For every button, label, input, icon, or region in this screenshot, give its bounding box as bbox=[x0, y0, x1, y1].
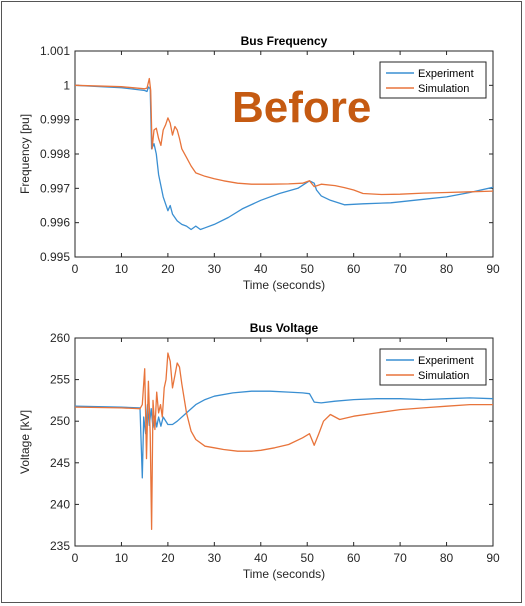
series-line-simulation bbox=[75, 77, 493, 196]
x-axis-label: Time (seconds) bbox=[243, 278, 325, 292]
y-tick-label: 0.998 bbox=[40, 147, 70, 161]
overlay-label: Before bbox=[232, 83, 372, 132]
legend-box bbox=[379, 348, 487, 386]
legend-box bbox=[379, 61, 487, 99]
x-tick-label: 50 bbox=[301, 262, 315, 276]
legend-label: Simulation bbox=[418, 83, 469, 95]
x-tick-label: 50 bbox=[301, 551, 315, 565]
x-tick-label: 70 bbox=[393, 262, 407, 276]
x-tick-label: 20 bbox=[161, 262, 175, 276]
y-tick-label: 245 bbox=[50, 456, 70, 470]
chart-0: 0 10 20 30 40 50 60 70 80 90 0.995 0.996 0.997 0.998 0… bbox=[18, 34, 500, 292]
x-tick-label: 20 bbox=[161, 551, 175, 565]
x-tick-label: 90 bbox=[486, 262, 500, 276]
series-line-experiment bbox=[75, 390, 493, 479]
legend: Experiment Simulation bbox=[379, 61, 487, 99]
x-tick-label: 60 bbox=[347, 262, 361, 276]
x-tick-label: 30 bbox=[208, 262, 222, 276]
chart-1: 0 10 20 30 40 50 60 70 80 90 235 240 245 250 255 260 Bus… bbox=[18, 321, 500, 581]
x-tick-label: 40 bbox=[254, 262, 268, 276]
y-tick-label: 1.001 bbox=[40, 44, 70, 58]
y-tick-label: 0.995 bbox=[40, 250, 70, 264]
y-tick-label: 250 bbox=[50, 414, 70, 428]
legend-label: Simulation bbox=[418, 370, 469, 382]
x-tick-label: 0 bbox=[72, 262, 79, 276]
x-tick-label: 40 bbox=[254, 551, 268, 565]
x-tick-label: 10 bbox=[115, 262, 129, 276]
x-axis-label: Time (seconds) bbox=[243, 567, 325, 581]
x-tick-label: 80 bbox=[440, 262, 454, 276]
y-tick-label: 240 bbox=[50, 497, 70, 511]
x-tick-label: 80 bbox=[440, 551, 454, 565]
y-tick-label: 0.999 bbox=[40, 113, 70, 127]
x-tick-label: 90 bbox=[486, 551, 500, 565]
series-line-simulation bbox=[75, 352, 493, 531]
y-tick-label: 0.997 bbox=[40, 181, 70, 195]
plot-area bbox=[74, 337, 494, 547]
legend: Experiment Simulation bbox=[379, 348, 487, 386]
y-tick-label: 235 bbox=[50, 539, 70, 553]
x-tick-label: 70 bbox=[393, 551, 407, 565]
chart-title: Bus Frequency bbox=[241, 34, 328, 48]
y-tick-label: 0.996 bbox=[40, 216, 70, 230]
chart-title: Bus Voltage bbox=[250, 321, 319, 335]
x-tick-label: 0 bbox=[72, 551, 79, 565]
x-tick-label: 10 bbox=[115, 551, 129, 565]
y-axis-label: Frequency [pu] bbox=[18, 114, 32, 194]
x-tick-label: 60 bbox=[347, 551, 361, 565]
y-tick-label: 255 bbox=[50, 373, 70, 387]
y-axis-label: Voltage [kV] bbox=[18, 410, 32, 474]
legend-label: Experiment bbox=[418, 68, 474, 80]
x-tick-label: 30 bbox=[208, 551, 222, 565]
legend-label: Experiment bbox=[418, 355, 474, 367]
y-tick-label: 1 bbox=[63, 78, 70, 92]
y-tick-label: 260 bbox=[50, 331, 70, 345]
